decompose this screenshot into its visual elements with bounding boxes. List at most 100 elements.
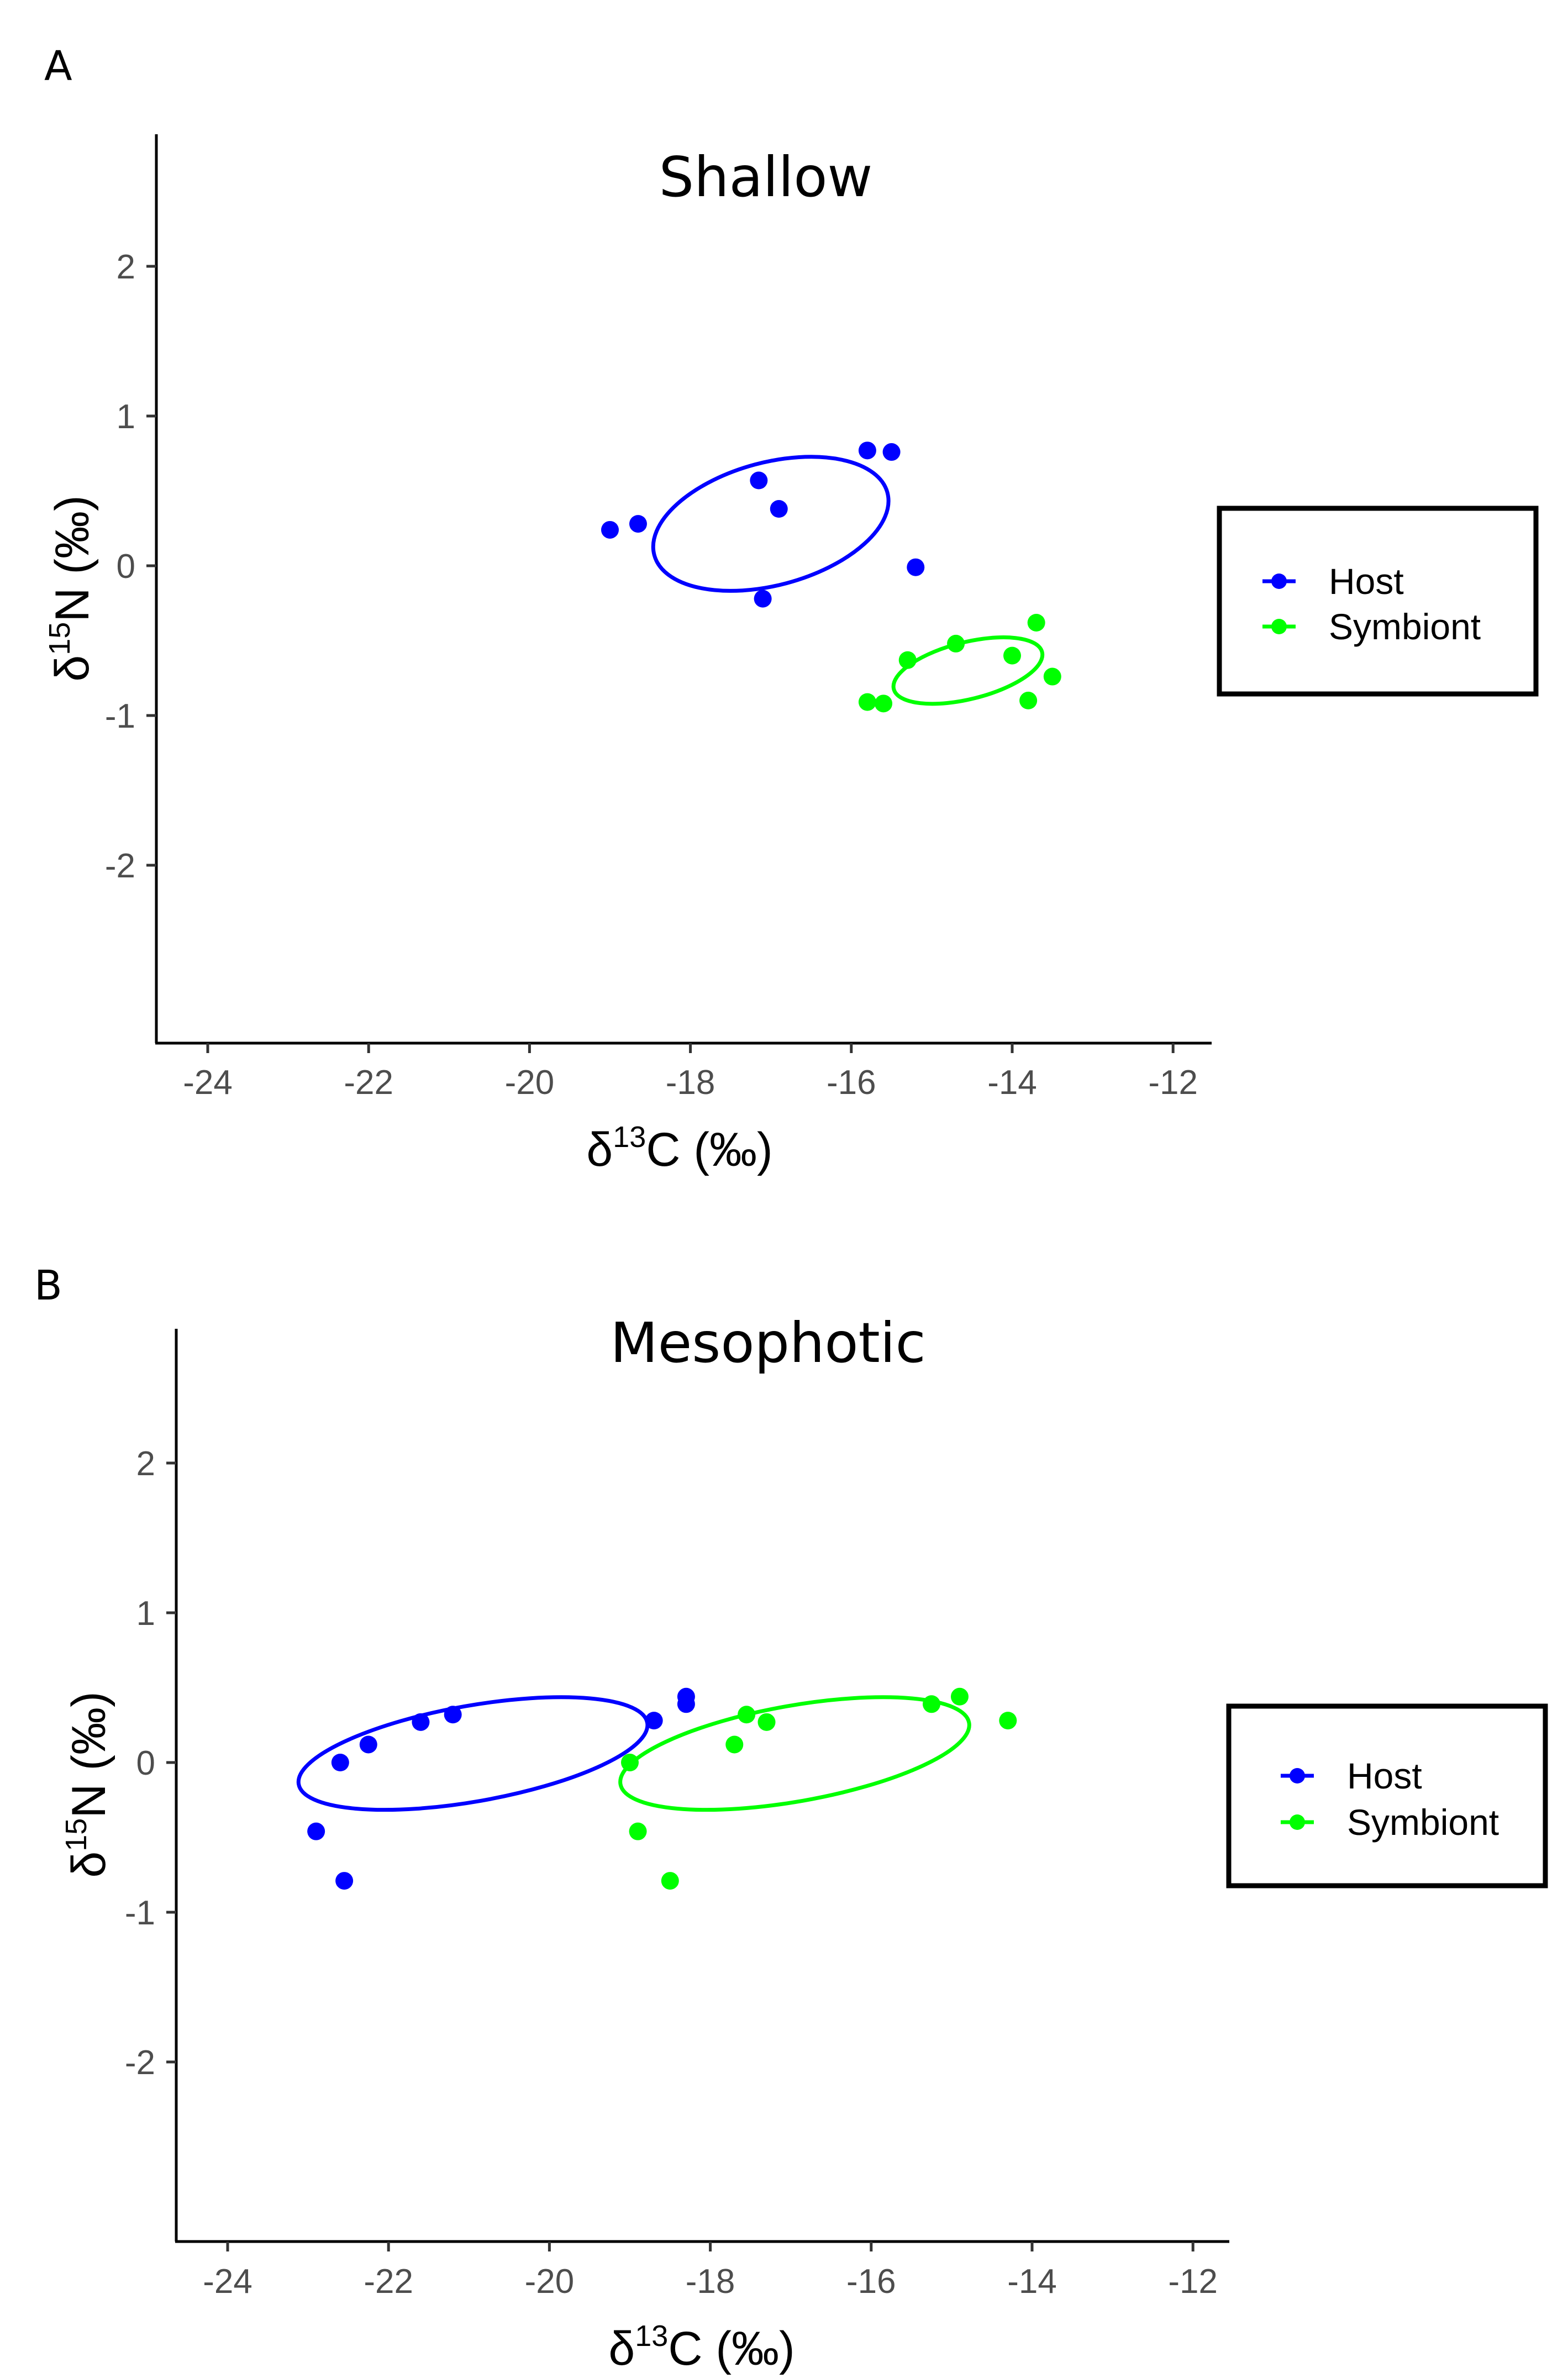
x-axis-title-main: C (‰) <box>668 2322 794 2375</box>
y-axis-title-prefix: δ <box>62 1851 115 1878</box>
legend-key-host-dot <box>1271 574 1287 589</box>
y-axis-title: δ15N (‰) <box>60 1691 115 1877</box>
host-point <box>645 1712 663 1730</box>
x-tick-label: -14 <box>987 1064 1037 1102</box>
x-tick-label: -12 <box>1168 2263 1218 2301</box>
y-axis-title-sup: 15 <box>43 622 76 655</box>
x-tick-label: -22 <box>364 2263 413 2301</box>
symbiont-point <box>738 1706 756 1724</box>
legend-label-host: Host <box>1329 561 1404 602</box>
x-axis-title-prefix: δ <box>608 2322 635 2375</box>
x-axis-title-main: C (‰) <box>646 1123 772 1176</box>
x-tick-label: -18 <box>666 1064 715 1102</box>
host-point <box>331 1754 349 1771</box>
plot-marks <box>601 441 1061 713</box>
legend-label-symbiont: Symbiont <box>1329 606 1481 647</box>
legend: Host Symbiont <box>1217 506 1539 697</box>
legend-label-symbiont: Symbiont <box>1347 1802 1499 1843</box>
host-point <box>882 443 901 461</box>
symbiont-point <box>898 651 917 669</box>
legend: Host Symbiont <box>1226 1703 1548 1888</box>
symbiont-point <box>725 1735 744 1754</box>
host-point <box>754 590 772 608</box>
host-point <box>629 515 647 533</box>
panel-label: A <box>44 43 72 90</box>
y-axis-title-prefix: δ <box>46 655 99 682</box>
x-tick-label: -16 <box>846 2263 896 2301</box>
y-tick-label: 1 <box>117 398 135 436</box>
x-axis-title-prefix: δ <box>586 1123 613 1176</box>
x-ticks: -24 -22 -20 -18 -16 -14 -12 <box>203 2242 1218 2301</box>
y-tick-label: -2 <box>105 847 135 885</box>
x-axis-title: δ13C (‰) <box>586 1120 772 1176</box>
x-tick-label: -24 <box>203 2263 252 2301</box>
host-ellipse <box>651 455 891 593</box>
panel-b: B Mesophotic -24 -22 -20 -18 -16 -14 -12 2 1 0 -1… <box>34 1262 1548 2375</box>
plot-title: Mesophotic <box>610 1311 925 1375</box>
symbiont-point <box>1019 691 1038 709</box>
x-tick-label: -20 <box>505 1064 555 1102</box>
legend-label-host: Host <box>1347 1755 1422 1796</box>
host-point <box>770 500 788 518</box>
y-axis-title-main: N (‰) <box>46 495 99 622</box>
legend-key-host-dot <box>1290 1768 1305 1784</box>
symbiont-point <box>661 1872 679 1890</box>
y-tick-label: 1 <box>136 1595 155 1633</box>
y-tick-label: 0 <box>136 1744 155 1782</box>
plot-title: Shallow <box>659 145 873 209</box>
y-ticks: 2 1 0 -1 -2 <box>125 1445 176 2082</box>
host-point <box>335 1872 354 1890</box>
panel-label: B <box>34 1262 62 1309</box>
symbiont-point <box>875 695 893 713</box>
x-axis-title: δ13C (‰) <box>608 2319 794 2375</box>
x-tick-label: -24 <box>183 1064 233 1102</box>
y-tick-label: -2 <box>125 2044 155 2082</box>
symbiont-point <box>858 693 876 711</box>
symbiont-ellipse <box>618 1695 971 1812</box>
symbiont-point <box>950 1687 969 1706</box>
host-point <box>601 520 619 539</box>
plot-marks <box>296 1687 1017 1890</box>
host-point <box>858 441 876 460</box>
symbiont-point <box>621 1754 639 1771</box>
legend-key-symbiont-dot <box>1290 1814 1305 1830</box>
y-axis-title: δ15N (‰) <box>43 495 99 681</box>
x-tick-label: -14 <box>1007 2263 1057 2301</box>
legend-box <box>1226 1703 1548 1888</box>
x-axis-title-sup: 13 <box>635 2319 668 2353</box>
legend-box <box>1217 506 1539 697</box>
host-point <box>307 1822 325 1840</box>
x-axis-title-sup: 13 <box>613 1120 646 1154</box>
legend-key-symbiont-dot <box>1271 619 1287 634</box>
symbiont-point <box>1043 667 1061 686</box>
host-point <box>412 1713 430 1731</box>
x-tick-label: -20 <box>525 2263 575 2301</box>
y-tick-label: 0 <box>117 548 135 586</box>
host-point <box>907 558 925 576</box>
y-tick-label: -1 <box>125 1894 155 1932</box>
host-point <box>444 1706 462 1724</box>
symbiont-point <box>999 1712 1017 1730</box>
x-ticks: -24 -22 -20 -18 -16 -14 -12 <box>183 1043 1198 1102</box>
x-tick-label: -22 <box>344 1064 393 1102</box>
symbiont-point <box>947 634 965 653</box>
host-ellipse <box>296 1695 650 1812</box>
x-tick-label: -16 <box>827 1064 876 1102</box>
symbiont-point <box>757 1713 776 1731</box>
panel-a: A Shallow -24 -22 -20 -18 -16 -14 -12 210-1-2 … <box>43 43 1539 1176</box>
symbiont-point <box>1003 646 1021 665</box>
y-tick-label: 2 <box>117 248 135 286</box>
symbiont-point <box>923 1695 940 1713</box>
x-tick-label: -12 <box>1148 1064 1198 1102</box>
y-tick-label: -1 <box>105 697 135 735</box>
y-axis-title-main: N (‰) <box>62 1691 115 1818</box>
host-point <box>750 471 768 490</box>
y-tick-label: 2 <box>136 1445 155 1483</box>
x-tick-label: -18 <box>686 2263 735 2301</box>
symbiont-point <box>629 1822 647 1840</box>
host-point <box>677 1695 695 1713</box>
y-axis-title-sup: 15 <box>60 1818 93 1851</box>
host-point <box>359 1735 377 1754</box>
y-ticks: 2 1 0 -1 -2 <box>105 248 156 885</box>
